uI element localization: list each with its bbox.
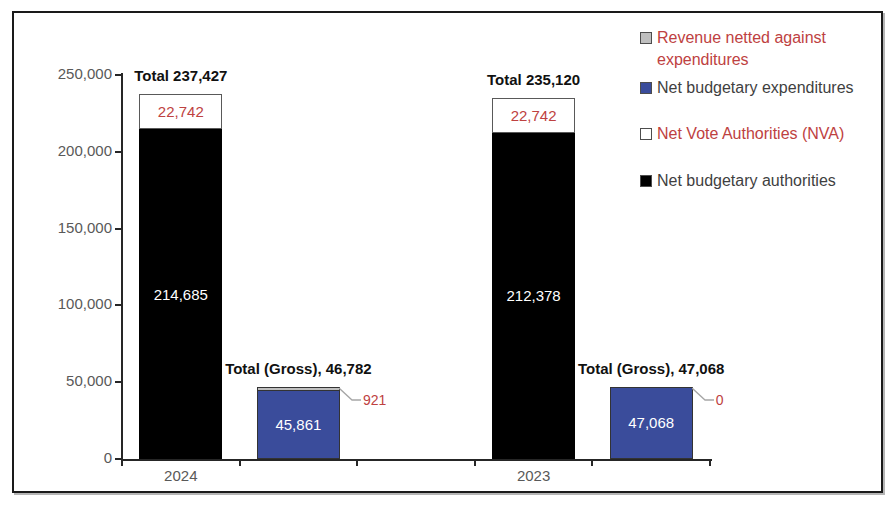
legend-item-label: Revenue netted against expenditures — [657, 27, 878, 71]
net-expenditures-segment: 45,861 — [258, 391, 339, 458]
callout-leader-line — [692, 387, 716, 403]
net-expenditures-segment: 47,068 — [611, 388, 692, 458]
total-gross-label-2024: Total (Gross), 46,782 — [188, 360, 408, 377]
y-axis-line — [121, 73, 123, 461]
x-tick — [474, 459, 476, 466]
y-tick — [115, 151, 122, 153]
net-authorities-segment: 214,685 — [139, 129, 222, 459]
category-label-2024: 2024 — [131, 467, 231, 484]
x-tick — [591, 459, 593, 466]
x-axis-line — [121, 459, 712, 461]
nva-segment: 22,742 — [492, 98, 575, 133]
net-authorities-segment: 212,378 — [492, 133, 575, 459]
y-tick — [115, 304, 122, 306]
revenue-netted-callout-label-2024: 921 — [363, 392, 386, 408]
total-gross-label-2023: Total (Gross), 47,068 — [541, 360, 761, 377]
total-authorities-label-2023: Total 235,120 — [424, 71, 644, 88]
nva-swatch-icon — [640, 128, 652, 140]
net-authorities-value-label: 214,685 — [154, 286, 208, 303]
y-tick-label: 0 — [40, 449, 112, 466]
y-tick-label: 150,000 — [40, 219, 112, 236]
expenditures-bar-2024: 45,861 — [257, 387, 340, 459]
nva-value-label: 22,742 — [511, 107, 557, 124]
net-authorities-swatch-icon — [640, 175, 652, 187]
legend-item-nva: Net Vote Authorities (NVA) — [640, 123, 878, 145]
y-tick — [115, 228, 122, 230]
net-expenditures-swatch-icon — [640, 82, 652, 94]
legend: Revenue netted against expenditures Net … — [640, 27, 878, 217]
authorities-stacked-bar-2023: 22,742 212,378 — [492, 98, 575, 459]
legend-item-net-expenditures: Net budgetary expenditures — [640, 77, 878, 99]
y-tick-label: 100,000 — [40, 295, 112, 312]
legend-item-net-authorities: Net budgetary authorities — [640, 170, 878, 192]
x-tick — [239, 459, 241, 466]
authorities-stacked-bar-2024: 22,742 214,685 — [139, 94, 222, 459]
net-authorities-value-label: 212,378 — [506, 287, 560, 304]
revenue-netted-callout-label-2023: 0 — [716, 392, 724, 408]
nva-segment: 22,742 — [139, 94, 222, 129]
legend-item-revenue-netted: Revenue netted against expenditures — [640, 27, 878, 71]
callout-leader-line — [339, 387, 363, 403]
net-expenditures-value-label: 45,861 — [275, 416, 321, 433]
revenue-netted-swatch-icon — [640, 32, 652, 44]
legend-item-label: Net budgetary expenditures — [657, 77, 854, 99]
legend-item-label: Net budgetary authorities — [657, 170, 836, 192]
legend-item-label: Net Vote Authorities (NVA) — [657, 123, 844, 145]
expenditures-bar-2023: 47,068 — [610, 387, 693, 459]
category-label-2023: 2023 — [484, 467, 584, 484]
nva-value-label: 22,742 — [158, 103, 204, 120]
y-tick — [115, 381, 122, 383]
x-tick — [121, 459, 123, 466]
y-tick-label: 200,000 — [40, 142, 112, 159]
x-tick — [356, 459, 358, 466]
total-authorities-label-2024: Total 237,427 — [71, 67, 291, 84]
net-expenditures-value-label: 47,068 — [628, 414, 674, 431]
x-tick — [709, 459, 711, 466]
y-tick-label: 50,000 — [40, 372, 112, 389]
